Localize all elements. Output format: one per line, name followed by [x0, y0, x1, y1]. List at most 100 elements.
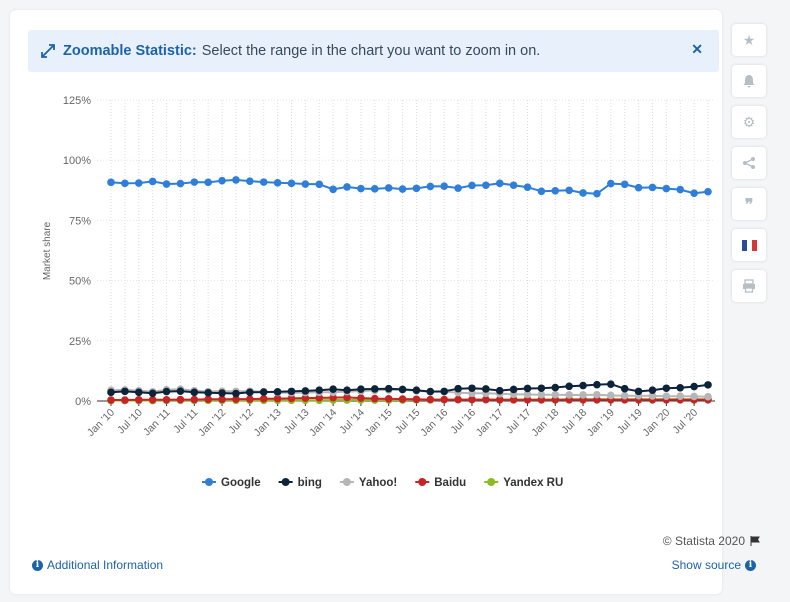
data-point-baidu [357, 394, 365, 402]
data-point-bing [162, 387, 171, 396]
data-point-google [579, 189, 587, 197]
data-point-yahoo- [690, 392, 698, 401]
data-point-bing [121, 387, 129, 396]
x-tick-label: Jan '15 [363, 407, 395, 439]
legend-marker [342, 478, 351, 486]
flag-fr-icon[interactable] [732, 229, 766, 261]
additional-information-label: Additional Information [47, 558, 164, 572]
data-point-bing [454, 384, 462, 393]
show-source-link[interactable]: Show source i [672, 558, 760, 572]
data-point-bing [329, 385, 337, 394]
data-point-baidu [329, 393, 337, 402]
data-point-baidu [190, 395, 199, 404]
x-tick-label: Jan '18 [529, 407, 561, 439]
data-point-yahoo- [579, 391, 587, 399]
legend-item-yandex-ru[interactable]: Yandex RU [484, 477, 563, 489]
show-source-label: Show source [671, 558, 741, 572]
data-point-bing [593, 380, 601, 389]
data-point-baidu [384, 395, 393, 403]
y-tick-label: 50% [69, 276, 91, 288]
series-line-google [110, 178, 709, 195]
legend-marker [487, 478, 496, 486]
bell-icon[interactable] [732, 65, 766, 97]
data-point-bing [704, 381, 712, 389]
additional-information-link[interactable]: i Additional Information [28, 558, 163, 572]
legend-label: Google [221, 477, 261, 489]
x-tick-label: Jan '20 [640, 407, 672, 439]
x-tick-label: Jul '16 [448, 407, 478, 437]
data-point-bing [259, 388, 268, 396]
legend-item-baidu[interactable]: Baidu [415, 477, 466, 489]
x-tick-label: Jan '10 [85, 407, 117, 439]
legend-item-google[interactable]: Google [202, 477, 261, 489]
data-point-google [482, 181, 490, 190]
data-point-google [648, 183, 657, 192]
data-point-google [412, 184, 421, 193]
data-point-bing [412, 386, 421, 394]
data-point-google [398, 185, 407, 193]
zoom-banner: Zoomable Statistic: Select the range in … [28, 30, 719, 72]
data-point-google [509, 181, 518, 190]
data-point-bing [315, 386, 324, 394]
gear-icon[interactable]: ⚙ [732, 106, 766, 138]
data-point-google [329, 185, 337, 194]
legend-item-yahoo-[interactable]: Yahoo! [339, 477, 397, 489]
data-point-bing [551, 383, 560, 392]
data-point-google [426, 182, 435, 191]
expand-icon [41, 44, 55, 58]
data-point-bing [676, 383, 685, 392]
legend-marker [205, 478, 213, 486]
data-point-google [565, 186, 573, 195]
data-point-baidu [162, 395, 171, 404]
data-point-google [704, 187, 712, 196]
y-tick-label: 75% [69, 215, 91, 227]
data-point-google [273, 179, 282, 187]
y-tick-label: 25% [69, 336, 91, 348]
data-point-yahoo- [607, 391, 615, 400]
data-point-baidu [454, 395, 462, 404]
data-point-google [676, 185, 685, 194]
legend-item-bing[interactable]: bing [278, 477, 322, 489]
flag-icon [750, 536, 760, 546]
data-point-baidu [134, 395, 143, 404]
data-point-google [343, 183, 351, 191]
x-tick-label: Jul '12 [226, 407, 256, 437]
info-icon: i [32, 559, 43, 571]
data-point-google [593, 189, 601, 198]
x-tick-label: Jul '19 [615, 407, 645, 437]
data-point-baidu [315, 394, 324, 402]
data-point-baidu [370, 394, 379, 403]
data-point-yahoo- [662, 392, 671, 400]
print-icon[interactable] [732, 270, 766, 302]
data-point-yahoo- [648, 392, 657, 400]
quote-icon[interactable]: ❞ [732, 188, 766, 220]
data-point-google [148, 177, 157, 186]
chart-card [10, 10, 722, 594]
data-point-yahoo- [593, 390, 601, 399]
data-point-bing [509, 385, 518, 394]
star-icon[interactable]: ★ [732, 24, 766, 56]
share-icon[interactable] [732, 147, 766, 179]
data-point-bing [648, 386, 657, 394]
data-point-yahoo- [537, 390, 546, 399]
data-point-bing [232, 389, 240, 398]
data-point-google [440, 182, 449, 191]
data-point-bing [482, 385, 490, 393]
data-point-google [384, 184, 393, 192]
legend-label: Baidu [434, 477, 466, 489]
data-point-google [162, 180, 171, 188]
info-icon: i [745, 559, 756, 571]
close-icon[interactable]: ✕ [691, 41, 703, 57]
data-point-bing [370, 385, 379, 393]
data-point-bing [204, 389, 212, 397]
data-point-bing [107, 388, 115, 397]
credit-text: © Statista 2020 [662, 534, 745, 548]
data-point-google [551, 186, 560, 195]
data-point-google [190, 178, 199, 186]
data-point-google [634, 183, 643, 192]
data-point-google [218, 176, 226, 185]
data-point-bing [634, 387, 643, 396]
legend-label: bing [298, 477, 322, 489]
data-point-google [315, 180, 324, 189]
